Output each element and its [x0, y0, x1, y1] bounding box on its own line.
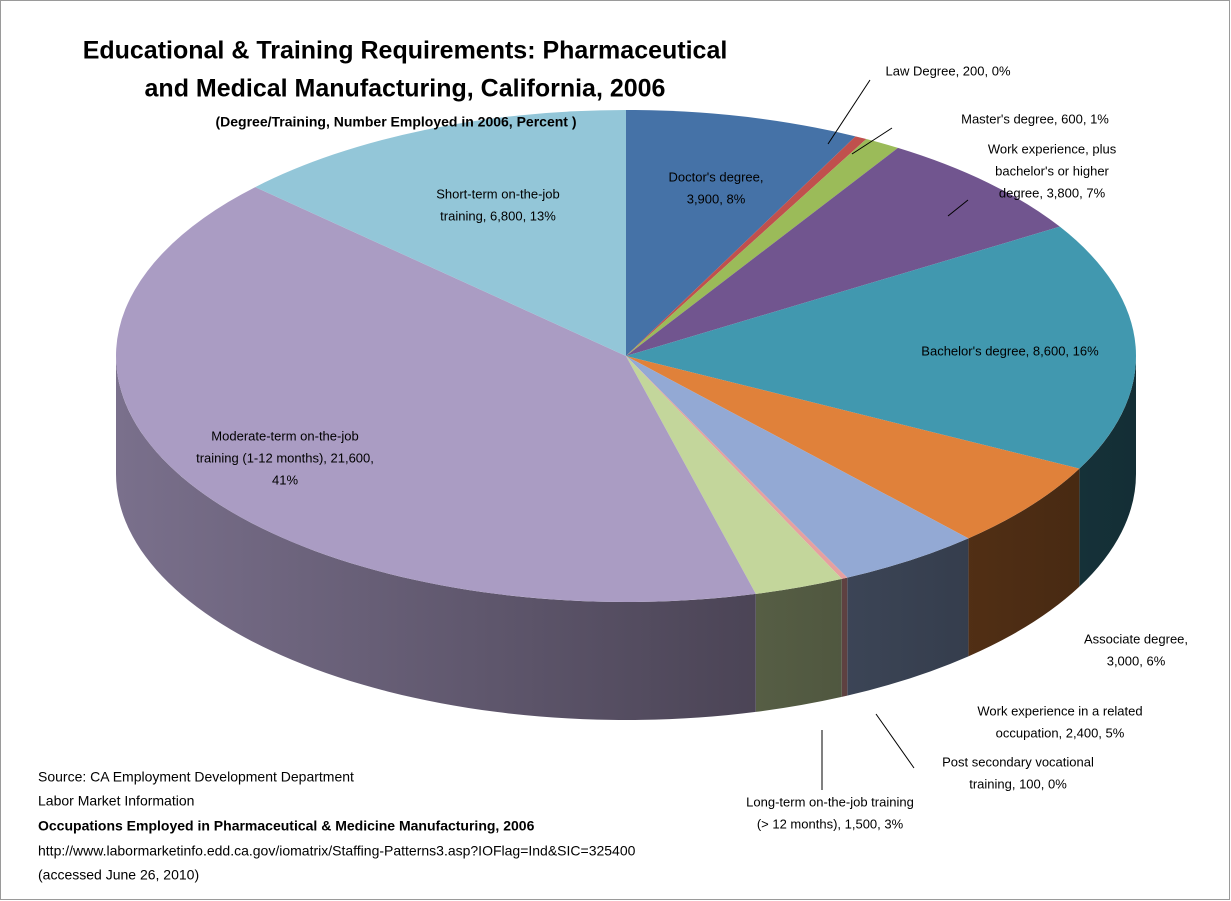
slice — [626, 147, 1060, 356]
slice-side — [1079, 356, 1136, 587]
leader-line — [851, 127, 893, 155]
data-label: degree, 3,800, 7% — [999, 185, 1106, 200]
leader-line — [947, 199, 969, 217]
slice — [626, 136, 867, 356]
data-label: Post secondary vocational — [942, 754, 1094, 769]
slice — [626, 226, 1136, 469]
data-label: training, 100, 0% — [969, 776, 1067, 791]
chart-title: Educational & Training Requirements: Pha… — [83, 37, 728, 65]
data-label: 3,000, 6% — [1107, 653, 1166, 668]
slice — [626, 139, 898, 356]
data-label: Doctor's degree, — [669, 169, 764, 184]
data-label: Long-term on-the-job training — [746, 794, 914, 809]
slice-side — [968, 468, 1080, 657]
slice — [626, 110, 856, 356]
data-label: Bachelor's degree, 8,600, 16% — [921, 343, 1099, 358]
data-label: Work experience in a related — [977, 703, 1142, 718]
data-label: bachelor's or higher — [995, 163, 1109, 178]
data-label: Master's degree, 600, 1% — [961, 111, 1109, 126]
data-label: Short-term on-the-job — [436, 186, 560, 201]
slice — [626, 356, 842, 594]
data-label: occupation, 2,400, 5% — [996, 725, 1125, 740]
source-note: Labor Market Information — [38, 793, 194, 809]
data-label: 3,900, 8% — [687, 191, 746, 206]
slice — [255, 110, 626, 356]
slice-side — [841, 577, 848, 697]
source-note: Source: CA Employment Development Depart… — [38, 769, 354, 785]
data-label: Law Degree, 200, 0% — [885, 63, 1010, 78]
slice-sides — [116, 356, 1136, 720]
slice — [626, 356, 969, 578]
source-note: Occupations Employed in Pharmaceutical &… — [38, 818, 535, 834]
data-label: training (1-12 months), 21,600, — [196, 450, 374, 465]
slice-side — [755, 578, 842, 712]
slice-side — [847, 538, 969, 696]
source-note: (accessed June 26, 2010) — [38, 867, 199, 883]
data-label: 41% — [272, 472, 298, 487]
data-label: Work experience, plus — [988, 141, 1117, 156]
data-label: Associate degree, — [1084, 631, 1188, 646]
slice — [116, 187, 756, 603]
data-label: training, 6,800, 13% — [440, 208, 556, 223]
source-note: http://www.labormarketinfo.edd.ca.gov/io… — [38, 843, 636, 859]
chart-title: and Medical Manufacturing, California, 2… — [145, 75, 666, 103]
slice — [626, 356, 848, 579]
leader-line — [827, 79, 871, 145]
data-label: (> 12 months), 1,500, 3% — [757, 816, 904, 831]
chart-subtitle: (Degree/Training, Number Employed in 200… — [216, 114, 577, 130]
slice — [626, 356, 1080, 539]
data-label: Moderate-term on-the-job — [211, 428, 358, 443]
leader-line — [875, 713, 915, 769]
slice-side — [116, 356, 756, 720]
slice-tops — [116, 110, 1136, 603]
data-labels: Doctor's degree, 3,900, 8% Law Degree, 200… — [196, 63, 1188, 831]
